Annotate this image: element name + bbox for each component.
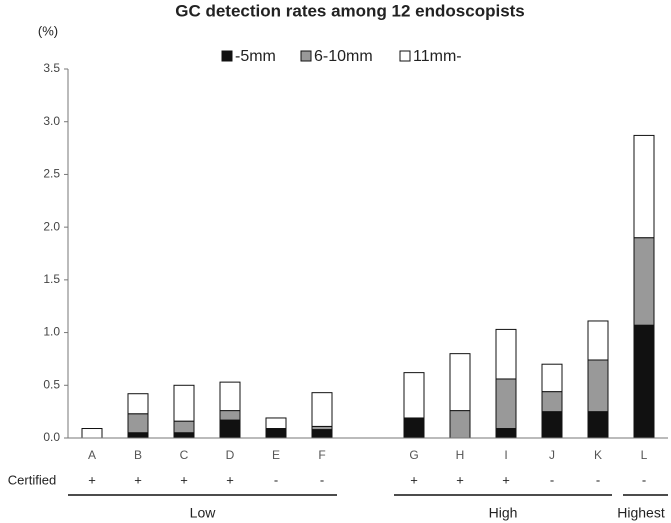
certified-mark: + [502, 472, 510, 487]
bar-segment [173, 420, 195, 434]
bar-segment [495, 328, 517, 380]
bar-segment [633, 237, 655, 326]
certified-mark: - [274, 472, 278, 487]
x-tick-label: J [549, 448, 555, 462]
x-tick-label: I [504, 448, 507, 462]
certified-mark: + [88, 472, 96, 487]
y-tick-label: 1.5 [43, 272, 60, 286]
y-tick-label: 0.5 [43, 377, 60, 391]
bar-segment [311, 392, 333, 427]
bar-segment [495, 378, 517, 430]
bar-segment [541, 391, 563, 413]
x-tick-label: D [226, 448, 235, 462]
chart-title: GC detection rates among 12 endoscopists [175, 1, 525, 20]
x-tick-label: E [272, 448, 280, 462]
legend-swatch [221, 50, 233, 62]
legend-label: 11mm- [413, 48, 462, 65]
bar-segment [449, 410, 471, 439]
bar-segment [81, 428, 103, 439]
bar-segment [265, 417, 287, 430]
legend-label: -5mm [235, 48, 276, 65]
bar-segment [219, 381, 241, 412]
legend-swatch [399, 50, 411, 62]
certified-mark: + [134, 472, 142, 487]
bar-segment [541, 411, 563, 439]
certified-mark: + [410, 472, 418, 487]
certified-mark: + [456, 472, 464, 487]
certified-mark: + [226, 472, 234, 487]
group-label: Highest [617, 505, 665, 521]
bar-segment [173, 432, 195, 439]
certified-mark: - [642, 472, 646, 487]
x-tick-label: L [641, 448, 648, 462]
group-label: High [489, 505, 518, 521]
bar-segment [403, 417, 425, 439]
bar-segment [587, 411, 609, 439]
bar-segment [587, 359, 609, 413]
y-tick-label: 1.0 [43, 325, 60, 339]
y-tick-label: 0.0 [43, 430, 60, 444]
certified-mark: - [320, 472, 324, 487]
bar-segment [495, 428, 517, 439]
x-tick-label: F [318, 448, 325, 462]
x-tick-label: K [594, 448, 602, 462]
y-axis-label: (%) [38, 23, 58, 38]
legend-label: 6-10mm [314, 48, 373, 65]
bar-segment [633, 324, 655, 439]
certified-mark: - [596, 472, 600, 487]
y-tick-label: 3.5 [43, 61, 60, 75]
bar-segment [633, 134, 655, 239]
bar-segment [173, 384, 195, 422]
y-tick-label: 2.5 [43, 167, 60, 181]
x-tick-label: B [134, 448, 142, 462]
bar-segment [219, 410, 241, 421]
bar-segment [127, 393, 149, 415]
group-label: Low [190, 505, 217, 521]
bar-segment [265, 428, 287, 439]
x-tick-label: A [88, 448, 96, 462]
bar-segment [449, 353, 471, 412]
legend-swatch [300, 50, 312, 62]
y-tick-label: 3.0 [43, 114, 60, 128]
certified-mark: - [550, 472, 554, 487]
row-label: Certified [8, 472, 56, 487]
y-tick-label: 2.0 [43, 219, 60, 233]
bar-segment [541, 363, 563, 393]
bar-segment [127, 432, 149, 439]
x-tick-label: H [456, 448, 465, 462]
bar-segment [587, 320, 609, 361]
x-tick-label: C [180, 448, 189, 462]
x-tick-label: G [409, 448, 418, 462]
certified-mark: + [180, 472, 188, 487]
bar-segment [311, 429, 333, 439]
bar-segment [403, 372, 425, 419]
bar-segment [219, 419, 241, 439]
bar-segment [127, 413, 149, 434]
